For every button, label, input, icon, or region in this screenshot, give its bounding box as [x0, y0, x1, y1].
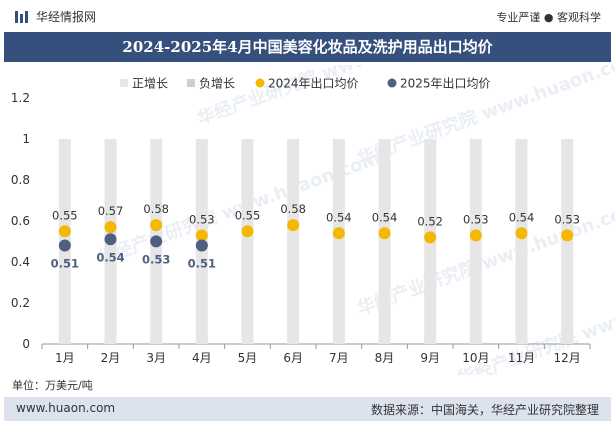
point-2025: [150, 235, 163, 248]
legend-label: 2025年出口均价: [400, 77, 491, 91]
y-tick-label: 1: [22, 132, 30, 146]
y-tick-label: 0: [22, 337, 30, 351]
data-label-2024: 0.54: [509, 210, 535, 224]
legend: 正增长 负增长 2024年出口均价 2025年出口均价: [120, 77, 491, 91]
data-label-2024: 0.53: [189, 212, 215, 226]
legend-swatch: [255, 78, 265, 88]
points: [58, 219, 574, 252]
data-label-2024: 0.58: [143, 202, 169, 216]
bar-positive-growth: [469, 139, 482, 344]
x-tick-label: 5月: [238, 351, 258, 365]
legend-swatch: [120, 79, 128, 87]
data-label-2024: 0.54: [372, 210, 398, 224]
x-tick-label: 6月: [283, 351, 303, 365]
footer-source: 数据来源：中国海关，华经产业研究院整理: [370, 403, 599, 417]
data-label-2025: 0.53: [142, 252, 170, 266]
point-2024: [515, 227, 528, 240]
bar-positive-growth: [287, 139, 300, 344]
data-label-2024: 0.58: [280, 202, 306, 216]
legend-label: 2024年出口均价: [268, 77, 359, 91]
header-bar: 华经情报网 专业严谨 ● 客观科学: [0, 0, 615, 32]
point-2024: [561, 229, 574, 242]
x-tick-label: 3月: [146, 351, 166, 365]
brand-name: 华经情报网: [36, 10, 97, 24]
y-tick-label: 0.4: [11, 255, 30, 269]
x-tick-label: 9月: [420, 351, 440, 365]
legend-swatch: [387, 78, 397, 88]
unit-label: 单位：万美元/吨: [12, 379, 93, 392]
point-2024: [332, 227, 345, 240]
y-tick-label: 0.2: [11, 296, 30, 310]
y-tick-label: 0.8: [11, 173, 30, 187]
data-label-2024: 0.55: [52, 208, 78, 222]
point-2025: [195, 239, 208, 252]
point-2024: [424, 231, 437, 244]
axes: 0 0.2 0.4 0.6 0.8 1 1.2 1月 2月 3月 4月 5月 6月 7月 8月 9月 10月 11…: [11, 91, 591, 365]
data-label-2024: 0.55: [235, 208, 261, 222]
x-tick-label: 4月: [192, 351, 212, 365]
bar-positive-growth: [378, 139, 391, 344]
bar-positive-growth: [561, 139, 574, 344]
point-2024: [469, 229, 482, 242]
x-tick-label: 1月: [55, 351, 75, 365]
bar-positive-growth: [241, 139, 254, 344]
bar-positive-growth: [515, 139, 528, 344]
bar-positive-growth: [332, 139, 345, 344]
brand[interactable]: 华经情报网: [14, 8, 96, 25]
point-2024: [104, 221, 117, 234]
point-2025: [58, 239, 71, 252]
legend-label: 负增长: [199, 77, 235, 91]
x-tick-label: 8月: [375, 351, 395, 365]
y-tick-label: 0.6: [11, 214, 30, 228]
data-label-2025: 0.51: [51, 256, 79, 270]
legend-swatch: [187, 79, 195, 87]
x-tick-label: 11月: [508, 351, 535, 365]
point-2024: [378, 227, 391, 240]
point-2024: [241, 225, 254, 238]
data-label-2024: 0.57: [98, 204, 124, 218]
data-label-2024: 0.54: [326, 210, 352, 224]
data-label-2025: 0.54: [96, 250, 124, 264]
brand-logo-icon: [15, 10, 28, 23]
tagline: 专业严谨 ● 客观科学: [496, 11, 601, 24]
point-2024: [58, 225, 71, 238]
footer-bar: www.huaon.com 数据来源：中国海关，华经产业研究院整理: [4, 397, 611, 421]
data-label-2024: 0.53: [463, 212, 489, 226]
footer-website[interactable]: www.huaon.com: [16, 401, 116, 415]
x-tick-label: 12月: [554, 351, 581, 365]
x-tick-label: 10月: [462, 351, 489, 365]
labels: 0.55 0.57 0.58 0.53 0.55 0.58 0.54 0.54 0.52 0.53…: [51, 202, 580, 270]
chart-title: 2024-2025年4月中国美容化妆品及洗护用品出口均价: [4, 32, 611, 62]
data-label-2025: 0.51: [188, 256, 216, 270]
point-2025: [104, 233, 117, 246]
point-2024: [150, 219, 163, 232]
point-2024: [287, 219, 300, 232]
y-tick-label: 1.2: [11, 91, 30, 105]
legend-label: 正增长: [132, 77, 168, 91]
data-label-2024: 0.53: [554, 212, 580, 226]
x-tick-label: 2月: [101, 351, 121, 365]
point-2024: [195, 229, 208, 242]
data-label-2024: 0.52: [417, 214, 443, 228]
x-tick-label: 7月: [329, 351, 349, 365]
